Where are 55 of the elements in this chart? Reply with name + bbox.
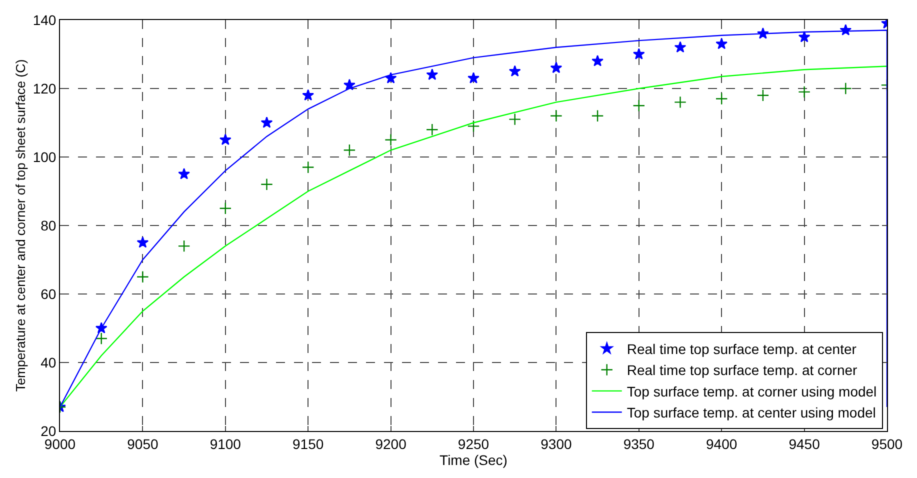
point bbox=[550, 110, 562, 122]
point bbox=[674, 41, 686, 53]
y-tick-label: 60 bbox=[40, 286, 56, 302]
point bbox=[426, 68, 438, 80]
point bbox=[715, 92, 728, 105]
point bbox=[136, 270, 149, 284]
legend-label: Top surface temp. at corner using model bbox=[626, 383, 877, 400]
legend-label: Top surface temp. at center using model bbox=[626, 404, 876, 421]
point bbox=[839, 82, 852, 95]
legend-label: Real time top surface temp. at center bbox=[626, 341, 857, 358]
point bbox=[302, 161, 314, 174]
point bbox=[508, 113, 522, 126]
x-tick-label: 9150 bbox=[292, 436, 324, 452]
x-tick-label: 9250 bbox=[458, 436, 490, 452]
x-tick-label: 9300 bbox=[540, 436, 572, 452]
point bbox=[716, 38, 728, 50]
point bbox=[136, 236, 149, 248]
point bbox=[591, 110, 604, 122]
x-tick-label: 9100 bbox=[210, 436, 242, 452]
point bbox=[384, 134, 397, 146]
x-axis-title: Time (Sec) bbox=[440, 452, 508, 468]
y-tick-label: 120 bbox=[32, 80, 56, 96]
x-tick-label: 9350 bbox=[623, 436, 655, 452]
point bbox=[468, 72, 480, 84]
y-axis-title: Temperature at center and corner of top sheet surface (C) bbox=[12, 59, 28, 392]
y-tick-label: 80 bbox=[40, 217, 56, 234]
x-tick-label: 9450 bbox=[788, 436, 820, 452]
point bbox=[756, 89, 770, 102]
point bbox=[632, 99, 646, 112]
x-tick-label: 9400 bbox=[706, 436, 738, 452]
point bbox=[426, 123, 438, 136]
y-tick-label: 100 bbox=[32, 148, 56, 165]
point bbox=[592, 54, 604, 66]
point bbox=[178, 240, 190, 252]
point bbox=[550, 62, 562, 74]
point bbox=[260, 116, 273, 128]
y-tick-label: 140 bbox=[32, 12, 56, 28]
point bbox=[798, 86, 810, 98]
legend-label: Real time top surface temp. at corner bbox=[626, 362, 858, 378]
point bbox=[467, 120, 480, 132]
y-tick-label: 40 bbox=[40, 354, 56, 370]
x-tick-label: 9050 bbox=[127, 436, 158, 452]
point bbox=[302, 89, 314, 100]
point bbox=[343, 144, 356, 156]
point bbox=[632, 48, 645, 60]
point bbox=[219, 202, 232, 215]
point bbox=[798, 30, 810, 42]
x-tick-label: 9500 bbox=[871, 436, 903, 452]
point bbox=[178, 168, 190, 180]
point bbox=[95, 332, 108, 345]
point bbox=[508, 65, 521, 77]
point bbox=[219, 134, 232, 146]
point bbox=[260, 178, 273, 191]
x-tick-label: 9200 bbox=[375, 436, 407, 452]
point bbox=[674, 96, 686, 108]
